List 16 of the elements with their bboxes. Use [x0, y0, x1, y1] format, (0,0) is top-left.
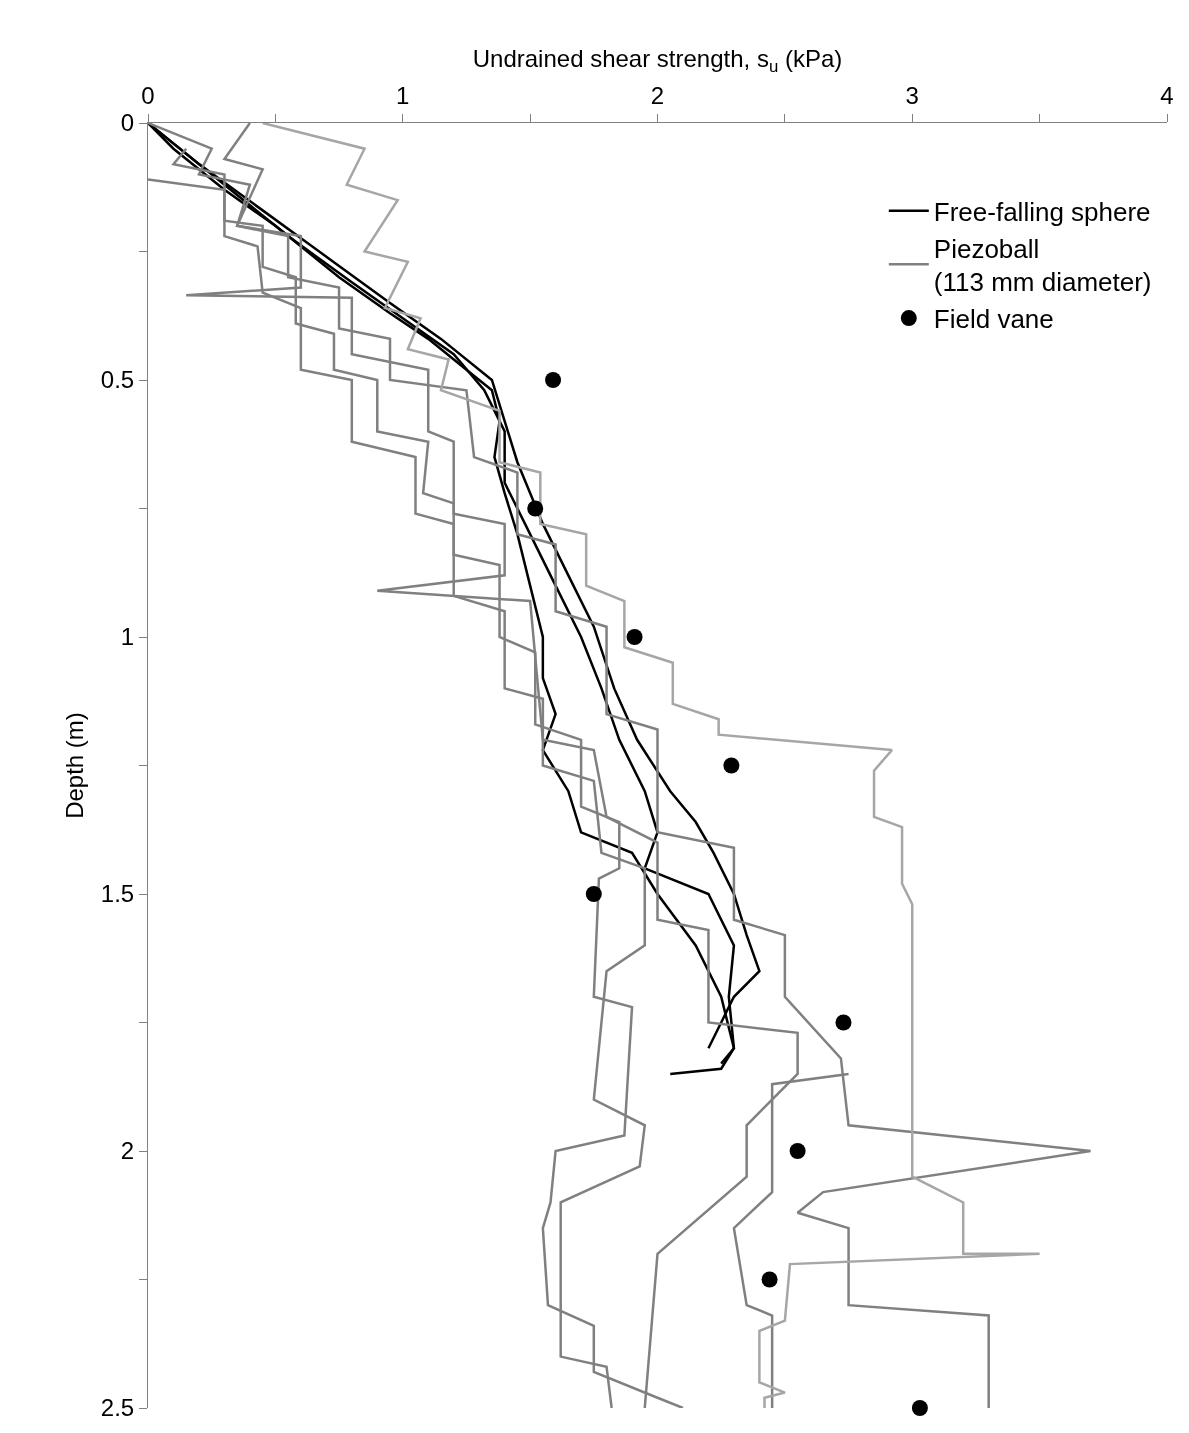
y-tick-label: 2.5: [100, 1394, 135, 1422]
y-tick-label: 2: [120, 1137, 135, 1165]
x-tick-label: 1: [396, 82, 410, 110]
legend-label: Field vane: [933, 304, 1054, 335]
y-tick-label: 0.5: [100, 366, 135, 394]
legend-label: Free-falling sphere: [933, 196, 1151, 227]
x-tick-label: 4: [1160, 82, 1174, 110]
x-axis-title: Undrained shear strength, s$_{u}$ (kPa): [472, 44, 843, 76]
y-tick-label: 1: [120, 623, 135, 651]
y-tick-label: 0: [120, 109, 135, 137]
x-tick-label: 0: [141, 82, 155, 110]
y-tick-label: 1.5: [100, 880, 135, 908]
x-tick-label: 2: [650, 82, 665, 110]
legend-label: Piezoball (113 mm diameter): [933, 233, 1152, 298]
x-tick-label: 3: [905, 82, 919, 110]
y-axis-title: Depth (m): [60, 712, 88, 819]
